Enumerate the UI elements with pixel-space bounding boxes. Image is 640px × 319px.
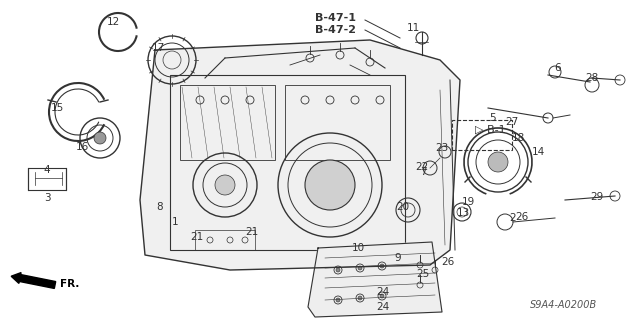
Text: 18: 18 (511, 133, 525, 143)
Circle shape (94, 132, 106, 144)
Text: 2: 2 (509, 213, 516, 223)
Text: 6: 6 (555, 63, 561, 73)
Text: 13: 13 (456, 208, 470, 218)
Text: B-47-1: B-47-1 (314, 13, 355, 23)
Text: 17: 17 (152, 43, 164, 53)
Bar (285, 85, 390, 160)
Text: 29: 29 (590, 192, 604, 202)
Text: 25: 25 (417, 269, 429, 279)
Circle shape (358, 266, 362, 270)
Text: 16: 16 (76, 142, 88, 152)
Text: 11: 11 (406, 23, 420, 33)
Polygon shape (308, 242, 442, 317)
Bar (180, 85, 275, 160)
Polygon shape (140, 40, 460, 270)
Circle shape (488, 152, 508, 172)
Text: 5: 5 (490, 113, 496, 123)
Text: 15: 15 (51, 103, 63, 113)
Text: 26: 26 (515, 212, 529, 222)
Circle shape (305, 160, 355, 210)
Text: 4: 4 (44, 165, 51, 175)
Text: ▷ B-1: ▷ B-1 (475, 125, 506, 135)
Text: 21: 21 (190, 232, 204, 242)
Circle shape (380, 294, 384, 298)
Text: 1: 1 (172, 217, 179, 227)
Text: B-47-2: B-47-2 (314, 25, 355, 35)
Text: 24: 24 (376, 302, 390, 312)
Text: 9: 9 (395, 253, 401, 263)
Text: 3: 3 (44, 193, 51, 203)
Text: 23: 23 (435, 143, 449, 153)
FancyArrow shape (11, 273, 56, 288)
Text: 22: 22 (415, 162, 429, 172)
Bar (452, 120, 512, 150)
Bar (195, 230, 255, 250)
Circle shape (336, 298, 340, 302)
Bar (170, 75, 405, 250)
Text: 14: 14 (531, 147, 545, 157)
Text: 10: 10 (351, 243, 365, 253)
Text: 7: 7 (420, 167, 426, 177)
Text: 24: 24 (376, 287, 390, 297)
Circle shape (215, 175, 235, 195)
Circle shape (336, 268, 340, 272)
Text: 27: 27 (506, 117, 518, 127)
Circle shape (358, 296, 362, 300)
Text: FR.: FR. (60, 279, 79, 289)
Text: 21: 21 (245, 227, 259, 237)
Text: 12: 12 (106, 17, 120, 27)
Text: 28: 28 (586, 73, 598, 83)
Text: 26: 26 (442, 257, 454, 267)
Bar (28, 168, 66, 190)
Text: 8: 8 (157, 202, 163, 212)
Text: 20: 20 (396, 202, 410, 212)
Text: 19: 19 (461, 197, 475, 207)
Circle shape (380, 264, 384, 268)
Text: S9A4-A0200B: S9A4-A0200B (530, 300, 597, 310)
